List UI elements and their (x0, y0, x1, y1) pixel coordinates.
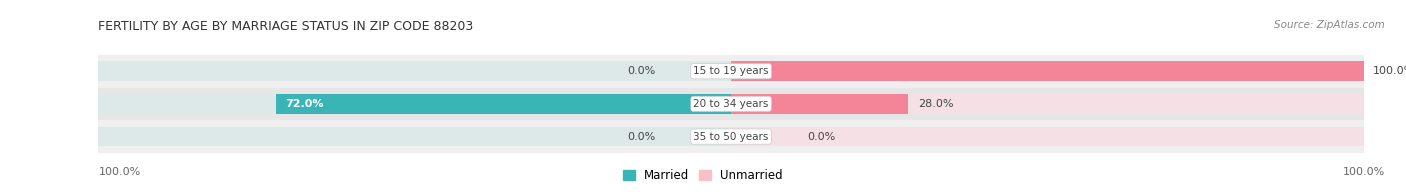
Text: 28.0%: 28.0% (918, 99, 953, 109)
Text: 0.0%: 0.0% (627, 66, 655, 76)
Bar (731, 94, 908, 114)
Text: FERTILITY BY AGE BY MARRIAGE STATUS IN ZIP CODE 88203: FERTILITY BY AGE BY MARRIAGE STATUS IN Z… (98, 20, 474, 33)
Bar (98, 127, 731, 146)
Bar (731, 94, 1364, 114)
Text: 100.0%: 100.0% (98, 167, 141, 178)
Text: 72.0%: 72.0% (285, 99, 323, 109)
Bar (276, 94, 731, 114)
Bar (98, 61, 731, 81)
Bar (731, 61, 1364, 81)
Bar (731, 127, 1364, 146)
Text: 15 to 19 years: 15 to 19 years (693, 66, 769, 76)
Text: 0.0%: 0.0% (807, 132, 835, 142)
Bar (98, 94, 731, 114)
Text: 100.0%: 100.0% (1374, 66, 1406, 76)
Text: Source: ZipAtlas.com: Source: ZipAtlas.com (1274, 20, 1385, 30)
Text: 100.0%: 100.0% (1343, 167, 1385, 178)
Text: 35 to 50 years: 35 to 50 years (693, 132, 769, 142)
Text: 20 to 34 years: 20 to 34 years (693, 99, 769, 109)
Legend: Married, Unmarried: Married, Unmarried (620, 166, 786, 184)
Bar (731, 61, 1364, 81)
Text: 0.0%: 0.0% (627, 132, 655, 142)
